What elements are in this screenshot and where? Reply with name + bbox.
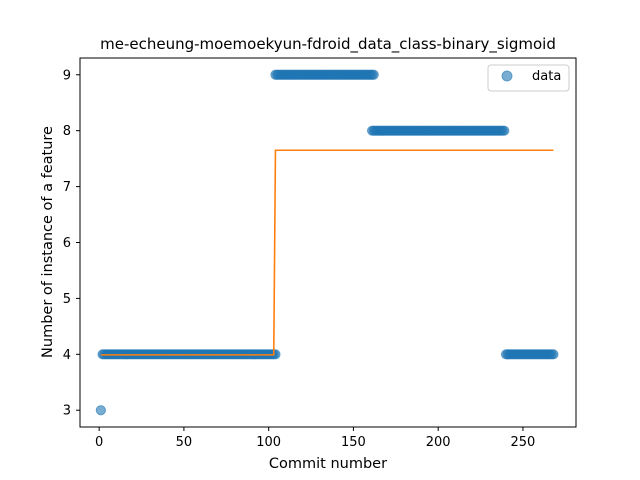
y-axis: 3 4 5 6 7 8 9 — [63, 68, 80, 419]
x-tick-label: 0 — [95, 435, 103, 450]
y-tick-label: 4 — [63, 348, 71, 363]
legend: data — [487, 64, 570, 92]
x-tick-label: 50 — [176, 435, 193, 450]
y-tick-label: 3 — [63, 404, 71, 419]
chart-title: me-echeung-moemoekyun-fdroid_data_class-… — [100, 35, 556, 54]
fit-line — [100, 149, 554, 356]
data-point — [95, 405, 106, 416]
x-tick-label: 250 — [511, 435, 536, 450]
legend-label: data — [532, 69, 561, 84]
data-point — [368, 69, 379, 80]
x-tick-label: 100 — [256, 435, 281, 450]
x-axis: 0 50 100 150 200 250 — [95, 427, 535, 450]
y-tick-label: 9 — [63, 68, 71, 83]
data-point — [548, 349, 559, 360]
y-tick-label: 8 — [63, 124, 71, 139]
plot-area — [95, 69, 559, 416]
y-tick-label: 7 — [63, 180, 71, 195]
x-tick-label: 150 — [341, 435, 366, 450]
y-tick-label: 5 — [63, 292, 71, 307]
y-tick-label: 6 — [63, 236, 71, 251]
x-tick-label: 200 — [426, 435, 451, 450]
x-axis-label: Commit number — [269, 456, 387, 472]
legend-marker — [501, 70, 513, 82]
y-axis-label: Number of instance of a feature — [40, 126, 56, 358]
data-point — [499, 125, 510, 136]
